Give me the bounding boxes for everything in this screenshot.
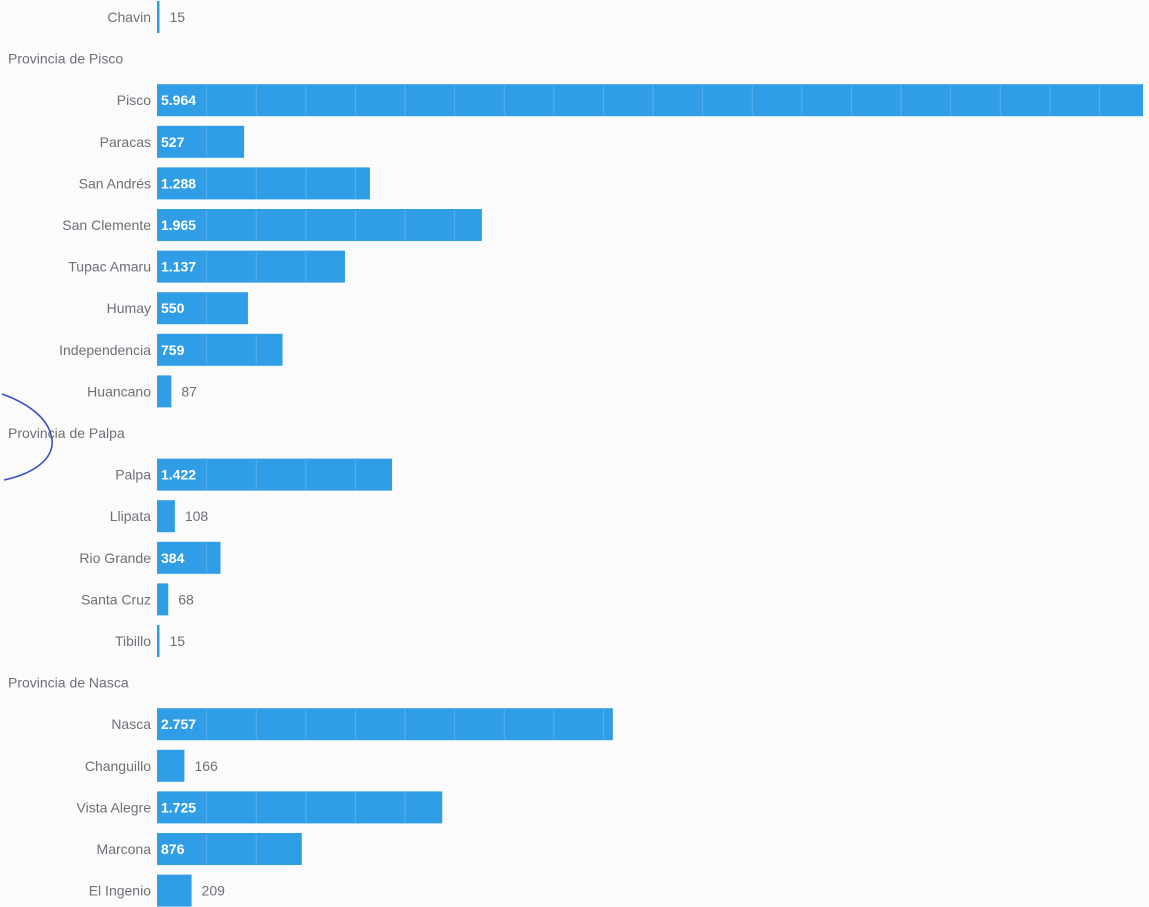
- bar: [157, 292, 248, 325]
- bar: [157, 874, 192, 907]
- data-label: 527: [161, 134, 185, 150]
- category-label: Rio Grande: [79, 550, 151, 566]
- data-label: 15: [169, 9, 185, 25]
- bar: [157, 250, 345, 283]
- data-label: 550: [161, 300, 185, 316]
- category-label: San Andrés: [79, 175, 151, 191]
- data-label: 87: [181, 383, 197, 399]
- bar: [157, 333, 283, 366]
- pen-mark: [1, 393, 53, 481]
- bar: [157, 541, 221, 574]
- bar: [157, 583, 169, 616]
- bar: [157, 708, 613, 741]
- data-label: 2.757: [161, 716, 196, 732]
- data-label: 759: [161, 342, 185, 358]
- data-label: 68: [178, 591, 194, 607]
- bar: [157, 833, 302, 865]
- data-label: 1.725: [161, 799, 196, 815]
- category-label: Santa Cruz: [81, 591, 151, 607]
- group-label: Provincia de Nasca: [8, 675, 129, 691]
- data-label: 876: [161, 841, 185, 857]
- data-label: 1.422: [161, 467, 196, 483]
- category-label: Vista Alegre: [77, 799, 152, 815]
- category-label: Pisco: [117, 92, 151, 108]
- group-label: Provincia de Palpa: [8, 425, 125, 441]
- bar: [157, 209, 482, 241]
- data-label: 15: [169, 633, 185, 649]
- data-label: 108: [185, 508, 209, 524]
- bar: [157, 375, 172, 408]
- category-label: Tibillo: [115, 633, 151, 649]
- category-label: Palpa: [115, 467, 151, 483]
- data-label: 166: [194, 758, 218, 774]
- bar: [157, 167, 370, 200]
- category-label: Humay: [107, 300, 151, 316]
- category-label: Huancano: [87, 383, 151, 399]
- bar: [157, 1, 160, 33]
- bar: [157, 500, 175, 533]
- data-label: 5.964: [161, 92, 196, 108]
- bar: [157, 791, 443, 824]
- category-label: Llipata: [110, 508, 151, 524]
- bar: [157, 125, 245, 158]
- data-label: 1.965: [161, 217, 196, 233]
- data-label: 1.288: [161, 175, 196, 191]
- data-label: 1.137: [161, 259, 196, 275]
- bar: [157, 84, 1144, 117]
- bar: [157, 458, 393, 491]
- category-label: Tupac Amaru: [68, 259, 151, 275]
- category-label: Paracas: [100, 134, 151, 150]
- bar: [157, 625, 160, 657]
- category-label: Chavin: [107, 9, 151, 25]
- bar: [157, 749, 185, 782]
- data-label: 384: [161, 550, 185, 566]
- category-label: Marcona: [97, 841, 152, 857]
- category-label: San Clemente: [62, 217, 151, 233]
- category-label: Nasca: [111, 716, 151, 732]
- category-label: Changuillo: [85, 758, 151, 774]
- category-label: Independencia: [59, 342, 151, 358]
- data-label: 209: [202, 883, 226, 899]
- category-label: El Ingenio: [89, 883, 151, 899]
- group-label: Provincia de Pisco: [8, 51, 123, 67]
